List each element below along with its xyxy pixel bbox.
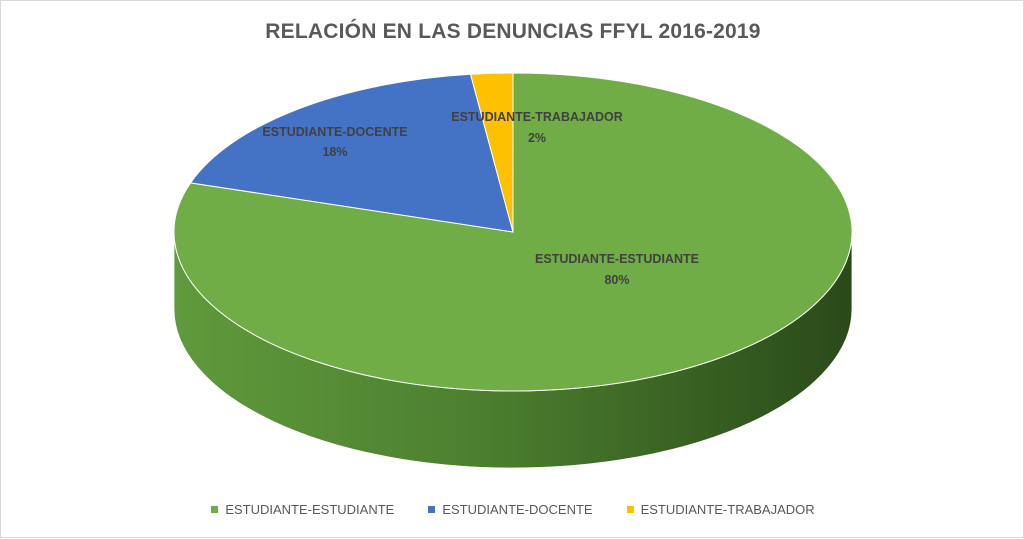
legend-swatch	[428, 506, 436, 513]
data-label-estudiante-estudiante-value: 80%	[604, 273, 629, 287]
data-label-estudiante-docente-value: 18%	[322, 145, 347, 159]
legend-item-estudiante-docente: ESTUDIANTE-DOCENTE	[428, 502, 593, 517]
pie-slice-estudiante-trabajador	[469, 72, 514, 233]
data-label-estudiante-docente-name: ESTUDIANTE-DOCENTE	[262, 125, 407, 139]
legend: ESTUDIANTE-ESTUDIANTE ESTUDIANTE-DOCENTE…	[1, 502, 1024, 517]
legend-label: ESTUDIANTE-ESTUDIANTE	[225, 502, 395, 517]
legend-label: ESTUDIANTE-DOCENTE	[442, 502, 593, 517]
data-label-estudiante-trabajador-value: 2%	[528, 131, 546, 145]
legend-label: ESTUDIANTE-TRABAJADOR	[640, 502, 815, 517]
legend-swatch	[211, 506, 219, 513]
pie-slices	[173, 72, 853, 392]
data-label-estudiante-trabajador-name: ESTUDIANTE-TRABAJADOR	[451, 110, 623, 124]
data-label-estudiante-estudiante-name: ESTUDIANTE-ESTUDIANTE	[535, 252, 699, 266]
pie-slice-estudiante-docente	[189, 73, 514, 233]
legend-swatch	[626, 506, 634, 513]
legend-item-estudiante-trabajador: ESTUDIANTE-TRABAJADOR	[626, 502, 815, 517]
legend-item-estudiante-estudiante: ESTUDIANTE-ESTUDIANTE	[211, 502, 394, 517]
chart-title: RELACIÓN EN LAS DENUNCIAS FFYL 2016-2019	[265, 20, 761, 43]
pie-data-labels: ESTUDIANTE-ESTUDIANTE 80% ESTUDIANTE-DOC…	[262, 110, 699, 287]
